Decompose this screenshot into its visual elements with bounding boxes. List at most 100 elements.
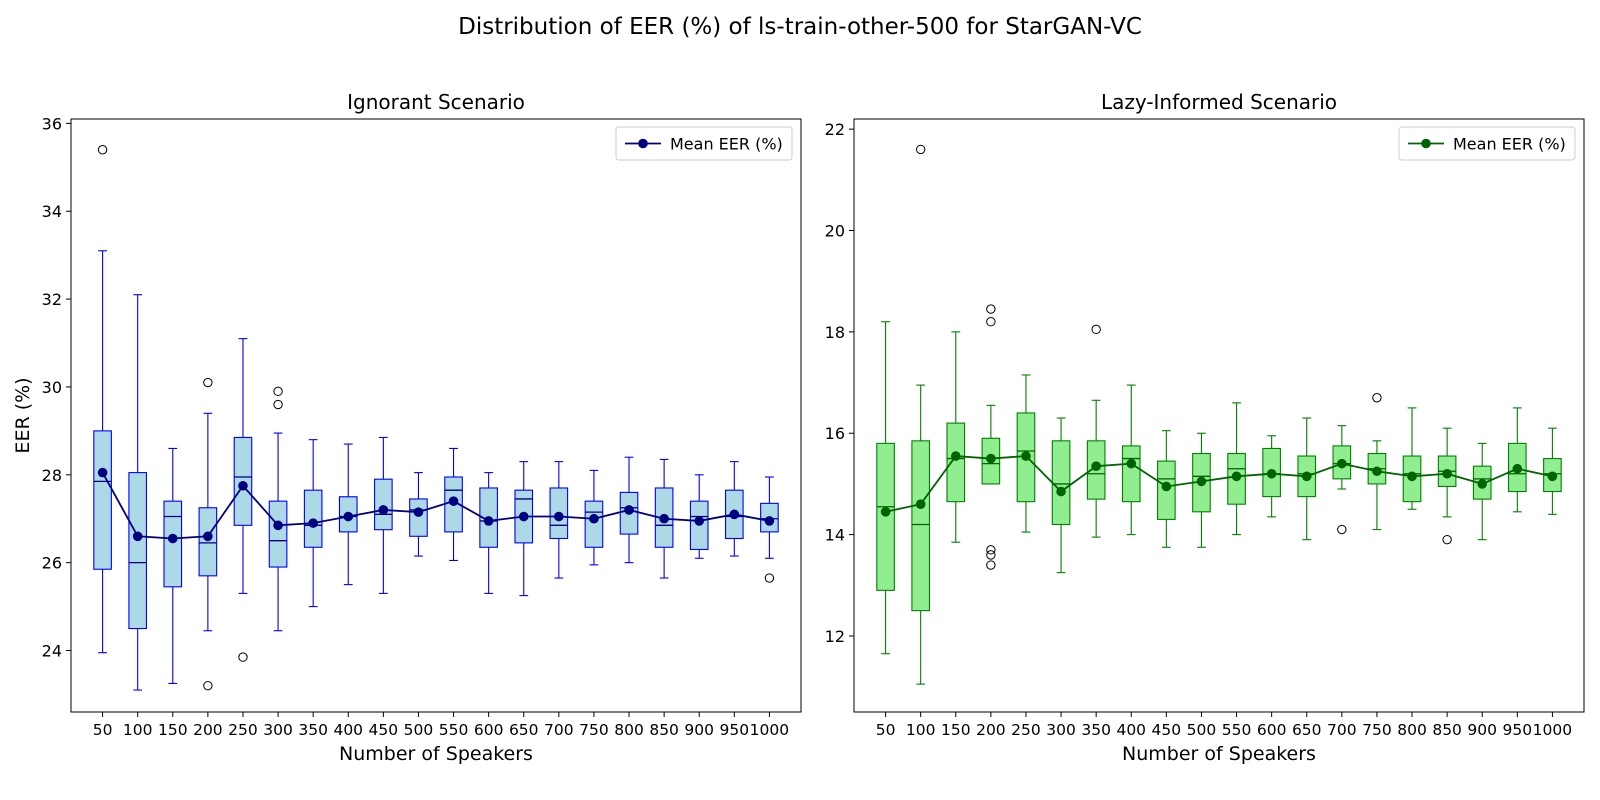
box [268, 500, 288, 568]
mean-point [589, 513, 599, 524]
y-axis-label: EER (%) [12, 377, 34, 453]
mean-point [1337, 458, 1347, 469]
mean-point [554, 511, 564, 522]
outlier-point [1337, 524, 1347, 535]
x-tick-label: 650 [1292, 721, 1322, 739]
mean-point [1372, 466, 1382, 477]
x-tick-label: 250 [1011, 721, 1041, 739]
outlier-point [1372, 393, 1382, 403]
y-tick-label: 24 [42, 642, 62, 661]
box [163, 500, 183, 588]
box [409, 498, 428, 537]
outlier-point [915, 144, 926, 155]
mean-point [764, 516, 775, 526]
x-tick-label: 600 [474, 721, 504, 739]
box [374, 478, 393, 531]
outlier-point [986, 545, 996, 555]
outlier-point [1091, 324, 1101, 335]
legend-label: Mean EER (%) [670, 135, 783, 154]
x-tick-label: 700 [544, 721, 574, 739]
outlier-point [986, 317, 996, 327]
y-tick-label: 26 [42, 554, 62, 573]
x-tick-label: 900 [1467, 721, 1497, 739]
outlier-point [203, 377, 213, 388]
mean-point [1091, 461, 1101, 471]
x-tick-label: 800 [1397, 721, 1427, 739]
x-tick-label: 650 [509, 721, 539, 739]
mean-point [880, 506, 891, 517]
y-tick-label: 14 [825, 526, 845, 545]
legend-marker [638, 138, 648, 149]
mean-point [659, 513, 669, 524]
mean-point [1407, 471, 1417, 482]
plot-frame [70, 118, 802, 713]
ignorant-scenario-chart: Ignorant Scenario 24 26 28 30 32 34 36 EER (%) 50… [12, 90, 802, 765]
mean-point [694, 516, 705, 526]
x-tick-label: 350 [298, 721, 328, 739]
mean-point [483, 516, 494, 526]
box [911, 440, 931, 612]
x-tick-label: 350 [1081, 721, 1111, 739]
box [128, 472, 148, 630]
legend-marker [1421, 138, 1431, 149]
x-tick-label: 450 [1152, 721, 1182, 739]
mean-point [1196, 476, 1207, 487]
mean-point [97, 467, 108, 478]
outlier-point [273, 399, 283, 410]
mean-point [1021, 451, 1031, 461]
mean-point [308, 518, 318, 528]
y-tick-label: 28 [42, 466, 62, 485]
mean-point [167, 533, 178, 544]
x-axis-label: Number of Speakers [1122, 743, 1316, 765]
mean-point [343, 511, 354, 522]
chart-title: Lazy-Informed Scenario [1101, 90, 1337, 114]
outlier-point [986, 560, 996, 570]
x-tick-label: 150 [158, 721, 188, 739]
mean-point [1301, 471, 1312, 482]
x-tick-label: 600 [1257, 721, 1287, 739]
outlier-point [273, 386, 283, 397]
outlier-point [203, 680, 213, 691]
mean-point [1477, 479, 1488, 489]
mean-point [378, 505, 389, 515]
mean-point [729, 509, 740, 520]
x-tick-label: 300 [263, 721, 293, 739]
x-tick-label: 100 [123, 721, 153, 739]
x-tick-label: 50 [876, 721, 896, 739]
chart-title: Ignorant Scenario [347, 90, 525, 114]
y-tick-label: 12 [825, 627, 845, 646]
y-tick-label: 32 [42, 290, 62, 309]
outlier-point [97, 145, 108, 155]
box [584, 500, 604, 548]
x-tick-label: 850 [1432, 721, 1462, 739]
lazy-informed-scenario-chart: Lazy-Informed Scenario 12 14 16 18 20 22 50 100 1… [825, 90, 1585, 765]
x-tick-label: 50 [93, 721, 113, 739]
x-tick-label: 700 [1327, 721, 1357, 739]
box [198, 507, 218, 577]
x-tick-label: 500 [404, 721, 434, 739]
outlier-point [1442, 534, 1452, 545]
mean-point [1126, 458, 1137, 469]
x-tick-label: 950 [1503, 721, 1533, 739]
y-tick-label: 20 [825, 222, 845, 241]
y-tick-label: 34 [42, 202, 62, 221]
x-tick-label: 400 [333, 721, 363, 739]
x-tick-label: 550 [1222, 721, 1252, 739]
mean-point [448, 496, 459, 506]
x-tick-label: 900 [684, 721, 714, 739]
outlier-point [764, 573, 775, 583]
plot-frame [853, 118, 1585, 713]
legend-box [615, 126, 793, 161]
x-tick-label: 300 [1046, 721, 1076, 739]
x-tick-label: 200 [193, 721, 223, 739]
x-tick-label: 1000 [750, 721, 789, 739]
mean-point [413, 507, 424, 517]
mean-point [1231, 471, 1242, 482]
x-tick-label: 100 [906, 721, 936, 739]
mean-point [1547, 471, 1558, 482]
y-tick-label: 22 [825, 120, 845, 139]
x-tick-label: 200 [976, 721, 1006, 739]
mean-point [273, 520, 283, 531]
x-tick-label: 800 [614, 721, 644, 739]
